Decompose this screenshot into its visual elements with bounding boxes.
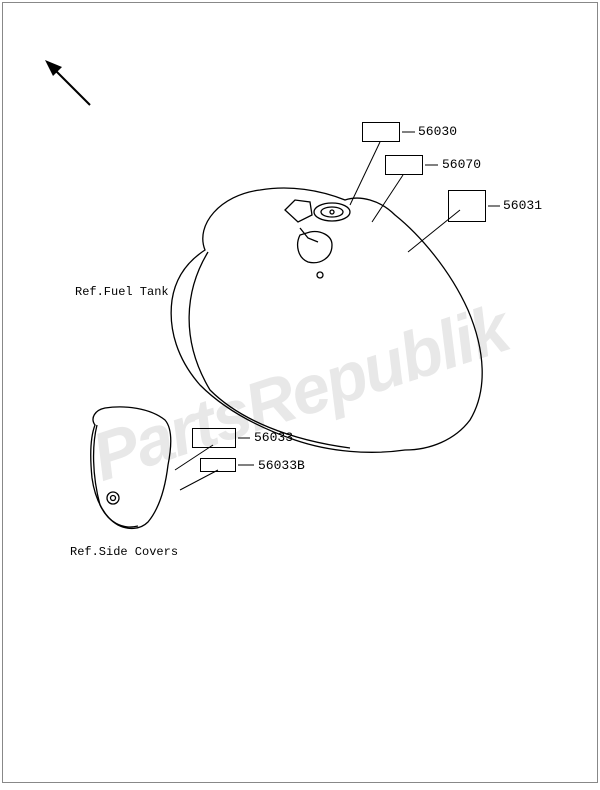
label-56031: 56031 <box>503 198 542 213</box>
label-56033: 56033 <box>254 430 293 445</box>
label-56030: 56030 <box>418 124 457 139</box>
label-56070: 56070 <box>442 157 481 172</box>
ref-fuel-tank: Ref.Fuel Tank <box>75 285 169 299</box>
diagram-layer: 56030 56070 56031 56033 56033B Ref.Fuel … <box>0 0 600 785</box>
label-56033b: 56033B <box>258 458 305 473</box>
callout-dashes <box>0 0 600 785</box>
ref-side-covers: Ref.Side Covers <box>70 545 178 559</box>
